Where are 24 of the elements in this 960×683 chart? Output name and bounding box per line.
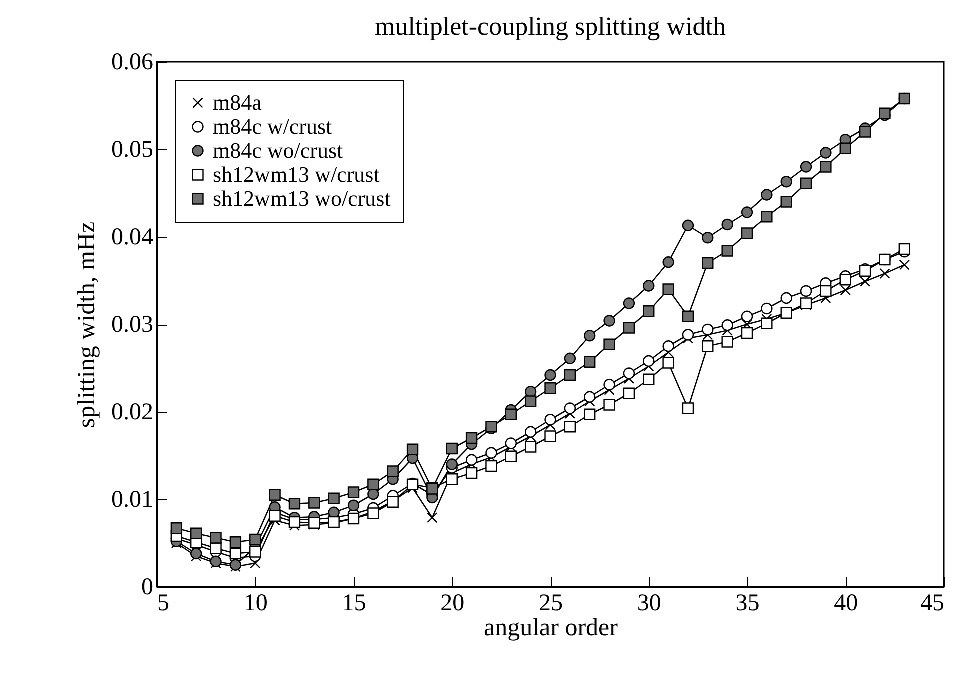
y-tick-label: 0 [142, 574, 154, 600]
x-tick-label: 25 [539, 590, 563, 616]
x-axis-title: angular order [484, 614, 619, 642]
chart-title: multiplet-coupling splitting width [375, 12, 726, 41]
x-tick-label: 10 [244, 590, 268, 616]
x-tick-label: 40 [834, 590, 858, 616]
y-tick-label: 0.03 [112, 312, 154, 338]
y-tick-label: 0.04 [112, 224, 154, 250]
legend-label: m84c w/crust [213, 114, 332, 139]
y-tick-label: 0.02 [112, 400, 154, 426]
y-tick-label: 0.01 [112, 487, 154, 513]
x-tick-label: 15 [342, 590, 366, 616]
legend-label: m84c wo/crust [213, 138, 344, 163]
y-axis-title: splitting width, mHz [74, 222, 100, 428]
x-tick-label: 5 [158, 590, 170, 616]
legend-label: sh12wm13 w/crust [213, 162, 380, 187]
x-tick-label: 30 [637, 590, 662, 616]
x-tick-label: 45 [920, 590, 944, 616]
y-tick-label: 0.05 [112, 137, 154, 163]
legend-label: m84a [213, 90, 262, 115]
legend-label: sh12wm13 wo/crust [213, 186, 391, 211]
y-tick-label: 0.06 [112, 50, 154, 76]
x-tick-label: 20 [440, 590, 465, 616]
x-tick-label: 35 [736, 590, 760, 616]
